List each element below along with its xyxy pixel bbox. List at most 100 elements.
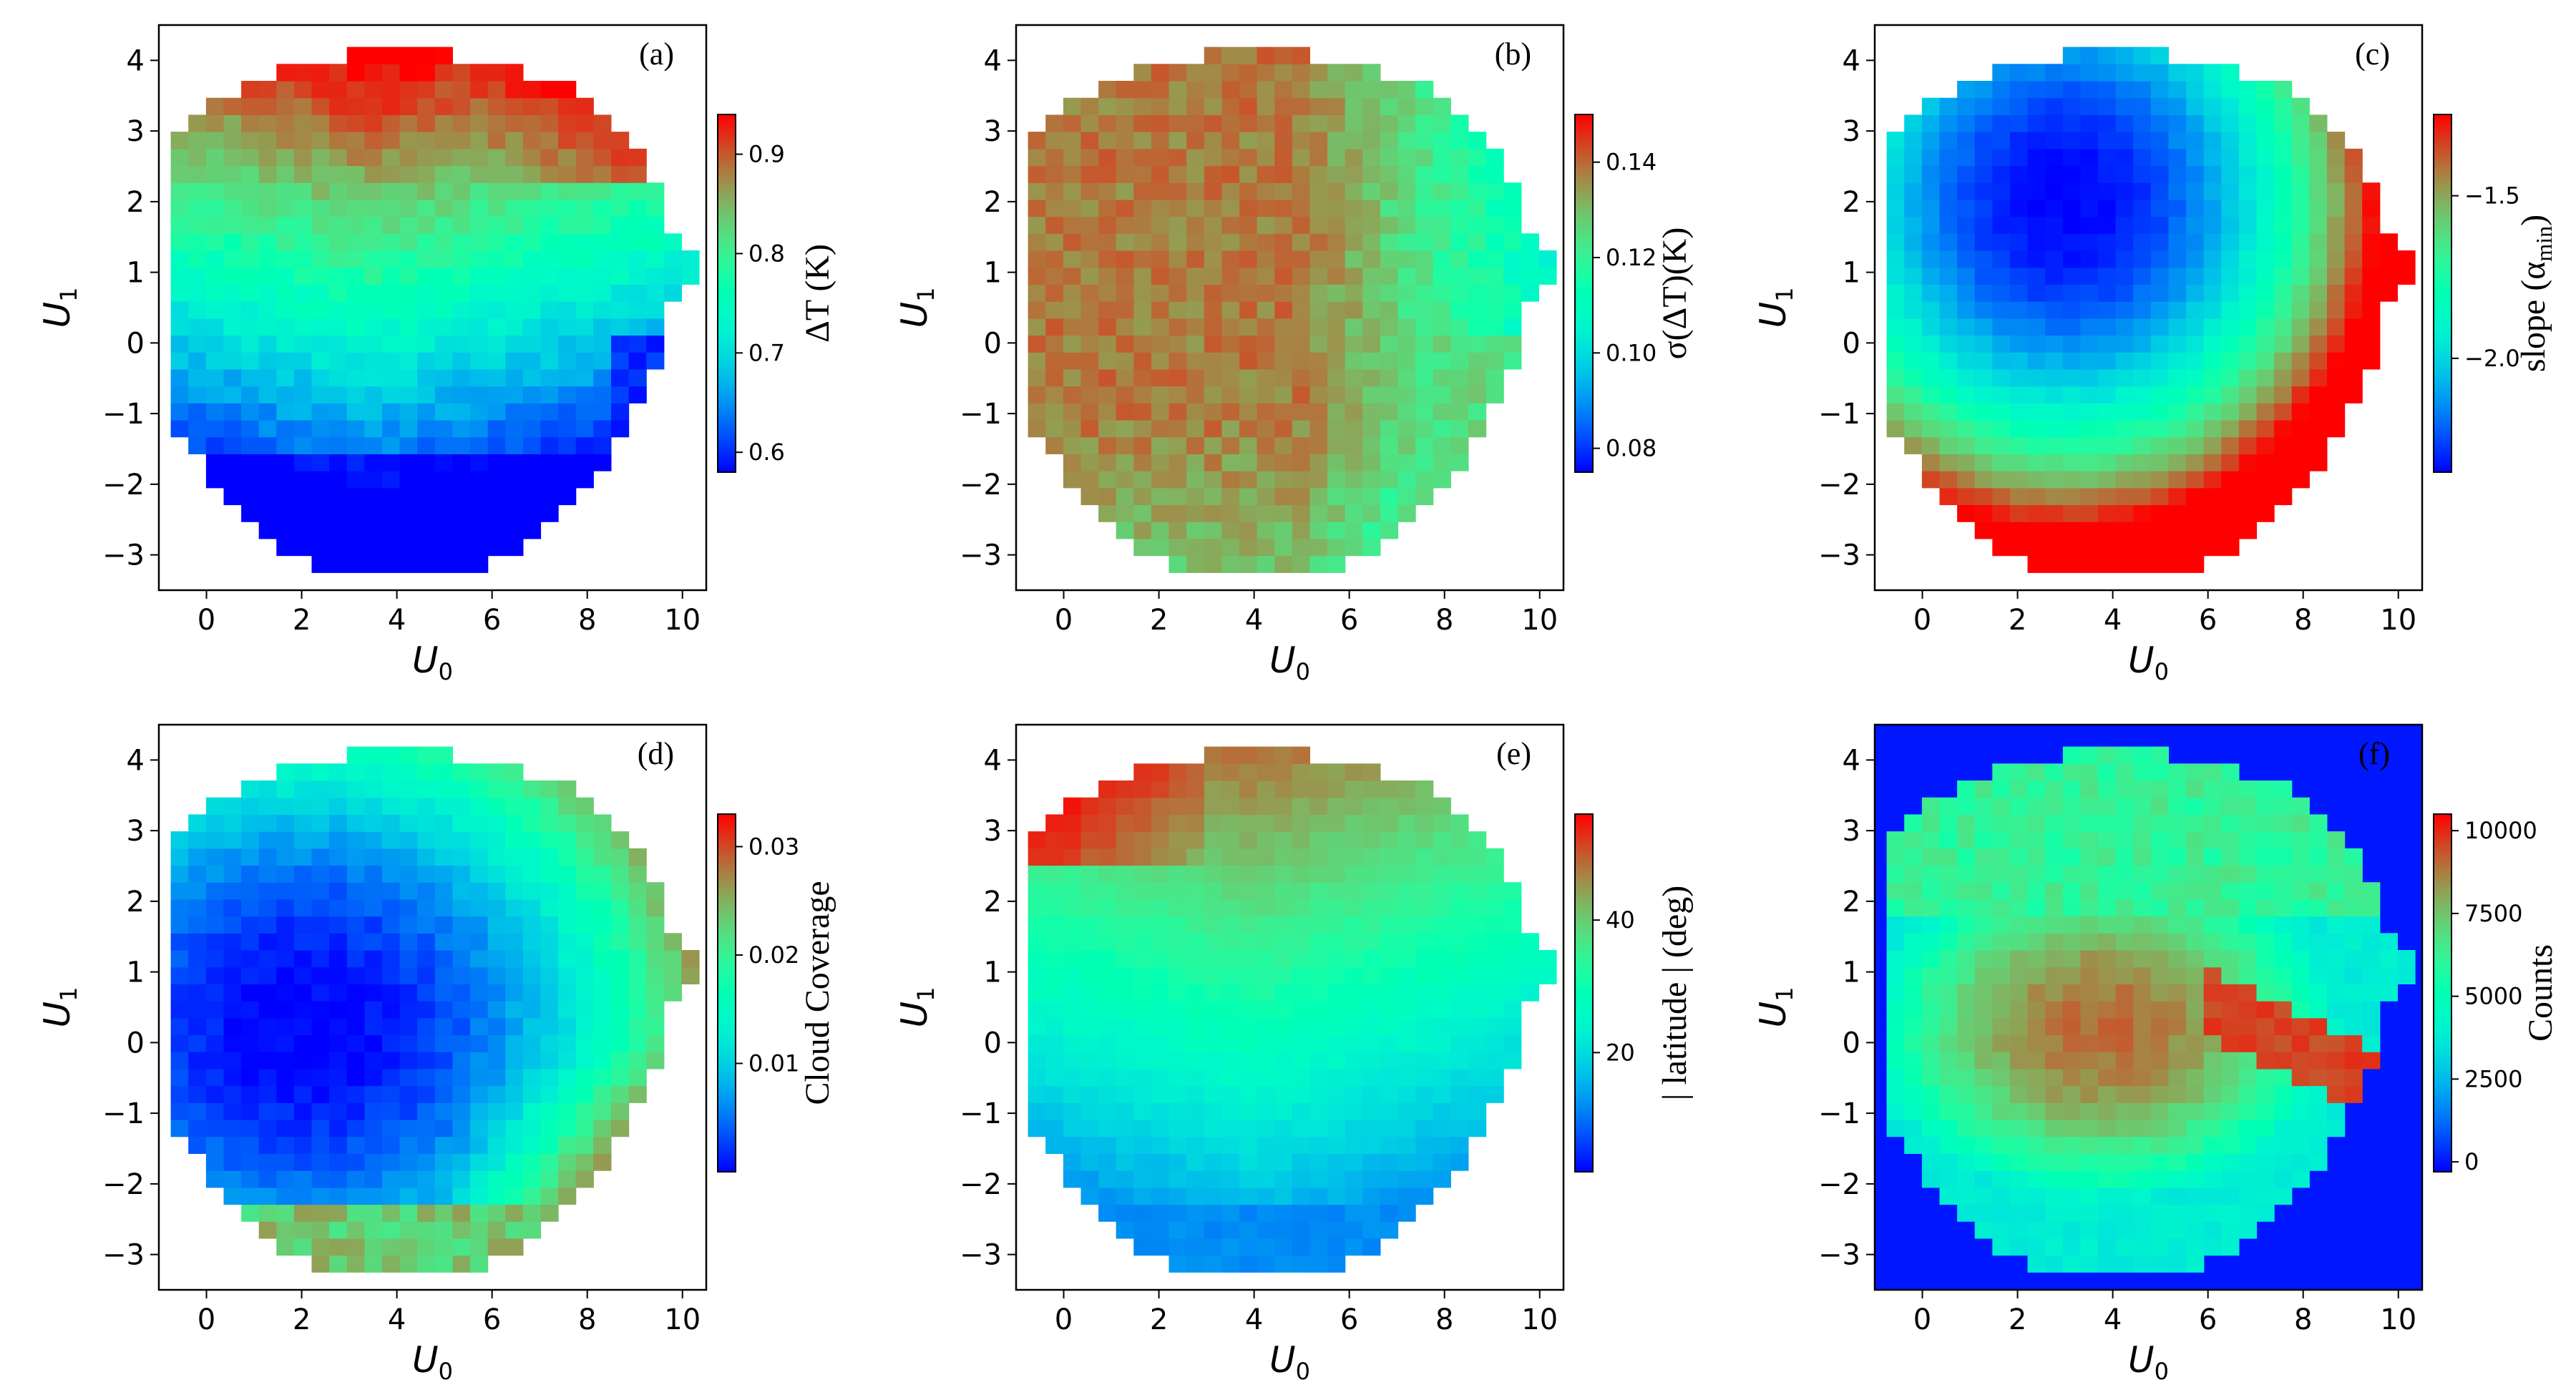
heatmap-cell [1045, 216, 1064, 234]
heatmap-cell [1292, 318, 1310, 336]
heatmap-cell [1380, 199, 1399, 217]
heatmap-cell [1292, 1255, 1310, 1273]
heatmap-cell [2291, 352, 2310, 370]
heatmap-cell [2168, 420, 2187, 438]
heatmap-cell [663, 250, 682, 268]
heatmap-cell [646, 899, 665, 917]
heatmap-cell [2133, 780, 2152, 798]
heatmap-cell [1309, 504, 1328, 522]
heatmap-cell [2133, 487, 2152, 506]
heatmap-cell [522, 1170, 542, 1188]
heatmap-cell [487, 420, 506, 438]
heatmap-cell [2256, 301, 2275, 319]
heatmap-cell [311, 555, 330, 573]
heatmap-cell [2203, 1204, 2222, 1222]
heatmap-cell [558, 97, 577, 115]
heatmap-cell [1380, 1068, 1399, 1087]
heatmap-cell [2274, 403, 2293, 421]
heatmap-cell [558, 148, 577, 167]
heatmap-cell [1380, 403, 1399, 421]
heatmap-cell [2344, 165, 2363, 183]
heatmap-cell [2150, 420, 2169, 438]
heatmap-cell [223, 1068, 242, 1087]
colorbar-tick-label: 5000 [2464, 983, 2522, 1010]
heatmap-cell [2009, 1017, 2029, 1036]
heatmap-cell [2098, 865, 2117, 883]
heatmap-cell [1362, 386, 1381, 403]
heatmap-cell [1345, 916, 1363, 934]
heatmap-cell [1186, 1085, 1205, 1103]
heatmap-cell [1098, 797, 1117, 815]
heatmap-cell [1063, 403, 1082, 421]
heatmap-cell [1080, 471, 1099, 489]
heatmap-cell [1362, 966, 1381, 984]
heatmap-cell [1433, 882, 1451, 900]
heatmap-cell [487, 1153, 506, 1171]
heatmap-cell [2274, 1102, 2293, 1120]
heatmap-cell [1116, 1017, 1134, 1036]
heatmap-cell [575, 132, 594, 150]
heatmap-cell [505, 420, 524, 438]
heatmap-cell [1028, 301, 1046, 319]
heatmap-cell [1186, 1120, 1205, 1137]
heatmap-cell [1974, 267, 1993, 285]
heatmap-cell [346, 899, 365, 917]
y-tick-label: −2 [1818, 469, 1860, 501]
heatmap-cell [1186, 1153, 1205, 1171]
heatmap-cell [1468, 950, 1487, 968]
heatmap-cell [2150, 984, 2169, 1002]
heatmap-cell [1080, 436, 1099, 454]
heatmap-cell [558, 471, 577, 489]
heatmap-cell [1886, 233, 1905, 251]
heatmap-cell [2309, 386, 2328, 403]
heatmap-cell [1309, 831, 1328, 849]
heatmap-cell [2362, 1001, 2381, 1019]
heatmap-cell [522, 780, 542, 798]
heatmap-cell [1045, 352, 1064, 370]
heatmap-cell [2238, 504, 2258, 522]
heatmap-cell [1169, 199, 1187, 217]
heatmap-cell [2397, 966, 2416, 984]
heatmap-cell [1257, 763, 1275, 781]
heatmap-cell [399, 984, 418, 1002]
heatmap-cell [1292, 386, 1310, 403]
heatmap-cell [258, 148, 277, 167]
heatmap-cell [1116, 420, 1134, 438]
heatmap-cell [1133, 454, 1152, 471]
heatmap-cell [1221, 386, 1240, 403]
heatmap-cell [2344, 1001, 2363, 1019]
heatmap-cell [2186, 916, 2205, 934]
heatmap-cell [1380, 436, 1399, 454]
heatmap-cell [1327, 64, 1346, 82]
heatmap-cell [575, 831, 594, 849]
heatmap-cell [2150, 335, 2169, 353]
heatmap-cell [2238, 403, 2258, 421]
heatmap-cell [540, 352, 559, 370]
heatmap-cell [1362, 933, 1381, 951]
heatmap-cell [1957, 797, 1976, 815]
heatmap-cell [1257, 1052, 1275, 1070]
heatmap-cell [522, 267, 542, 285]
heatmap-cell [1221, 1085, 1240, 1103]
heatmap-cell [1415, 1102, 1434, 1120]
heatmap-cell [188, 933, 207, 951]
heatmap-cell [1063, 848, 1082, 866]
heatmap-cell [1415, 1187, 1434, 1205]
heatmap-cell [1116, 284, 1134, 302]
heatmap-cell [1274, 1187, 1293, 1205]
heatmap-cell [2027, 436, 2046, 454]
heatmap-cell [1204, 318, 1222, 336]
heatmap-cell [575, 216, 594, 234]
heatmap-cell [364, 1120, 383, 1137]
heatmap-cell [329, 199, 348, 217]
heatmap-cell [1362, 199, 1381, 217]
heatmap-cell [1239, 132, 1258, 150]
heatmap-cell [1045, 267, 1064, 285]
heatmap-cell [2221, 97, 2240, 115]
x-tick-label: 4 [2104, 1303, 2122, 1336]
heatmap-cell [2186, 335, 2205, 353]
heatmap-cell [2098, 454, 2117, 471]
heatmap-cell [311, 216, 330, 234]
heatmap-cell [1345, 335, 1363, 353]
heatmap-cell [1045, 250, 1064, 268]
